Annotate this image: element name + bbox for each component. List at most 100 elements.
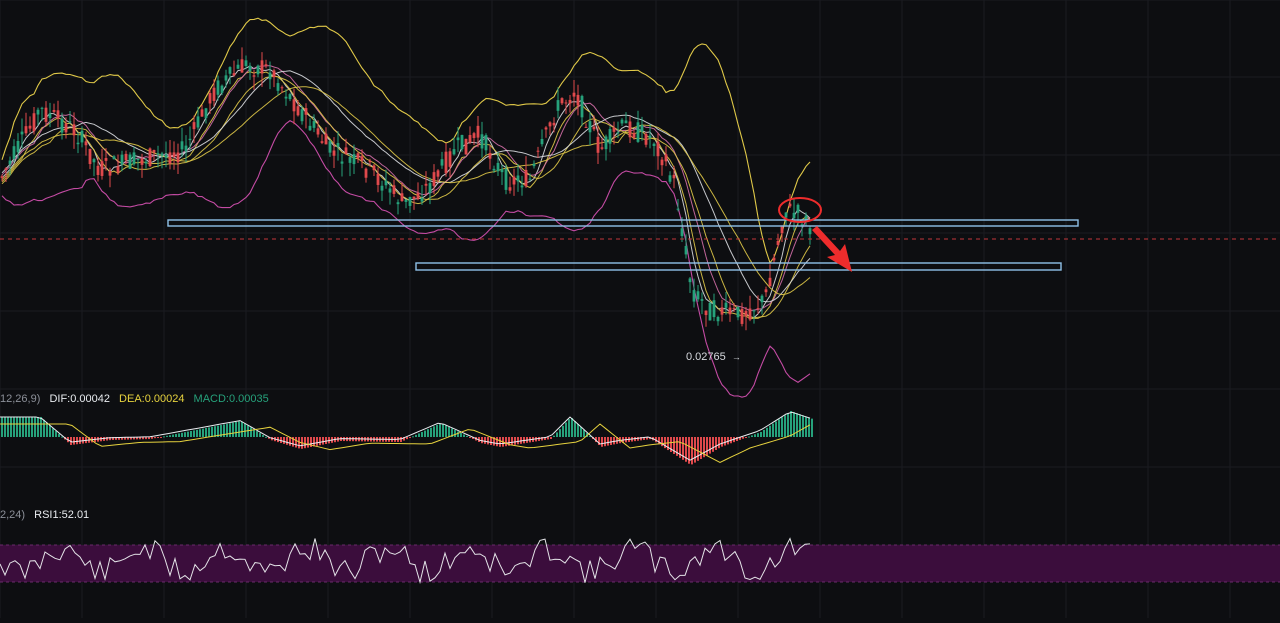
macd-bar: [811, 418, 813, 437]
macd-bar: [679, 437, 681, 458]
macd-panel: 12,26,9) DIF:0.00042 DEA:0.00024 MACD:0.…: [0, 393, 813, 465]
candle-body: [4, 168, 8, 170]
candle-body: [600, 147, 604, 149]
macd-bar: [169, 435, 171, 437]
macd-bar: [283, 437, 285, 444]
macd-bar: [16, 417, 18, 437]
macd-bar: [127, 437, 129, 440]
candle-body: [300, 109, 304, 122]
candle-body: [456, 137, 460, 141]
macd-bar: [193, 430, 195, 437]
macd-bar: [451, 428, 453, 437]
macd-bar: [157, 437, 159, 438]
macd-bar: [259, 433, 261, 437]
macd-bar: [409, 437, 411, 438]
candle-body: [404, 199, 408, 202]
macd-bar: [598, 437, 600, 445]
low-price-marker: 0.02765 →: [686, 351, 741, 363]
ma-line: [1, 70, 811, 303]
candle-body: [596, 136, 600, 153]
rsi-panel: 2,24) RSI1:52.01: [0, 509, 1280, 585]
macd-bar: [715, 437, 717, 450]
candle-body: [448, 151, 452, 167]
macd-bar: [130, 437, 132, 440]
macd-bar: [31, 417, 33, 437]
macd-bar: [241, 421, 243, 437]
macd-bar: [73, 437, 75, 445]
macd-bar: [28, 417, 30, 437]
macd-bar: [562, 425, 564, 437]
macd-bar: [697, 437, 699, 461]
candle-body: [40, 107, 44, 109]
macd-bar: [442, 424, 444, 437]
macd-bar: [124, 437, 126, 440]
macd-bar: [676, 437, 678, 456]
macd-bar: [547, 437, 549, 440]
macd-bar: [46, 422, 48, 437]
macd-bar: [133, 437, 135, 440]
macd-bar: [463, 434, 465, 437]
macd-bar: [445, 425, 447, 437]
macd-bar: [517, 437, 519, 445]
macd-bar: [250, 427, 252, 437]
macd-bar: [430, 427, 432, 437]
macd-bar: [508, 437, 510, 446]
macd-bar: [541, 437, 543, 441]
candle-body: [716, 316, 720, 322]
macd-bar: [418, 433, 420, 437]
candle-body: [420, 197, 424, 202]
boll-upper-line: [1, 17, 811, 264]
candle-body: [136, 158, 140, 161]
macd-bar: [58, 433, 60, 437]
macd-bar: [154, 437, 156, 439]
candle-body: [80, 130, 84, 143]
macd-bar: [106, 437, 108, 441]
macd-bar: [667, 437, 669, 451]
macd-bar: [136, 437, 138, 440]
candle-body: [524, 169, 528, 187]
candle-body: [520, 185, 524, 188]
macd-bar: [52, 428, 54, 437]
candle-body: [500, 169, 504, 173]
candle-body: [668, 175, 672, 182]
macd-bar: [754, 434, 756, 437]
macd-bar: [25, 417, 27, 437]
macd-bar: [145, 437, 147, 440]
candle-body: [804, 215, 808, 221]
candle-body: [24, 126, 28, 134]
candle-body: [280, 87, 284, 89]
candle-body: [112, 156, 116, 160]
candle-body: [616, 132, 620, 134]
moving-average-lines: [1, 65, 811, 320]
candle-body: [528, 178, 532, 180]
candle-body: [584, 126, 588, 128]
candle-body: [268, 72, 272, 80]
macd-bar: [151, 437, 153, 439]
candle-body: [484, 135, 488, 151]
candle-body: [188, 138, 192, 141]
candle-body: [124, 153, 128, 161]
candle-body: [388, 188, 392, 193]
macd-bar: [514, 437, 516, 445]
macd-bar: [769, 425, 771, 437]
candle-body: [544, 127, 548, 130]
candle-body: [168, 152, 172, 164]
candle-body: [608, 129, 612, 144]
macd-label: MACD:0.00035: [194, 393, 269, 405]
rsi-legend: 2,24) RSI1:52.01: [0, 509, 89, 521]
candle-body: [368, 160, 372, 163]
macd-bar: [253, 429, 255, 437]
candle-body: [60, 118, 64, 133]
candle-body: [712, 300, 716, 318]
macd-bar: [568, 419, 570, 437]
macd-bar: [796, 413, 798, 437]
candle-body: [412, 196, 416, 199]
macd-bar: [325, 437, 327, 444]
macd-bar: [457, 431, 459, 437]
macd-bar: [595, 437, 597, 442]
candle-body: [108, 171, 112, 176]
candle-body: [140, 158, 144, 165]
candle-body: [224, 75, 228, 81]
